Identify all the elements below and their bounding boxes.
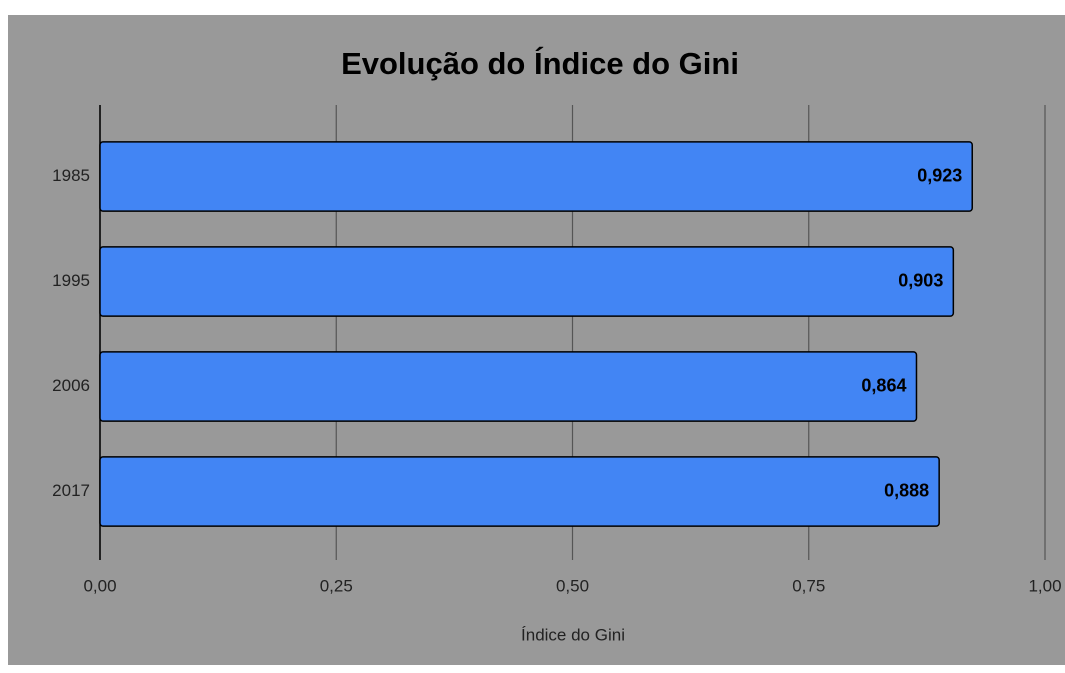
- value-label: 0,864: [861, 375, 906, 395]
- x-axis-label: Índice do Gini: [521, 625, 625, 644]
- value-label: 0,903: [898, 270, 943, 290]
- x-tick-label: 0,25: [320, 576, 353, 595]
- value-label: 0,888: [884, 480, 929, 500]
- bar: [99, 456, 940, 527]
- x-tick-label: 1,00: [1028, 576, 1061, 595]
- y-tick-label: 1985: [52, 166, 90, 185]
- y-tick-label: 2017: [52, 481, 90, 500]
- chart-background: [8, 15, 1065, 665]
- bar: [99, 351, 918, 422]
- bar: [99, 246, 955, 317]
- chart-title: Evolução do Índice do Gini: [341, 46, 739, 81]
- value-label: 0,923: [917, 165, 962, 185]
- x-tick-label: 0,75: [792, 576, 825, 595]
- bar: [99, 141, 973, 212]
- x-tick-label: 0,50: [556, 576, 589, 595]
- y-tick-label: 2006: [52, 376, 90, 395]
- y-tick-label: 1995: [52, 271, 90, 290]
- x-tick-label: 0,00: [83, 576, 116, 595]
